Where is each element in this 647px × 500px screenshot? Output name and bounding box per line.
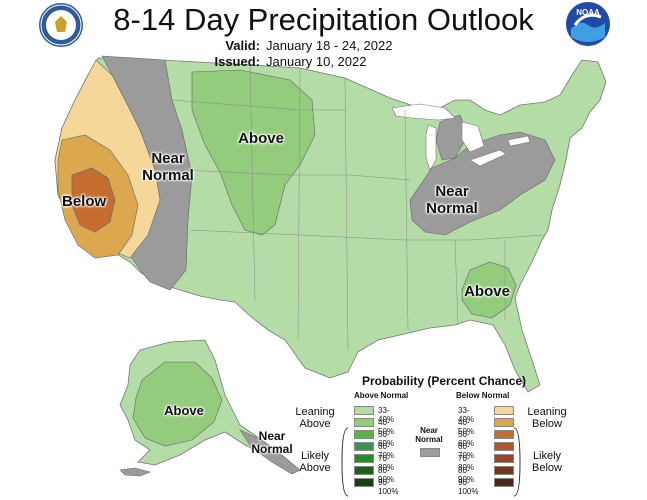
legend-below-range: 50-60% — [458, 430, 475, 448]
legend-above-swatch — [354, 406, 374, 415]
legend-above-range: 60-70% — [378, 442, 395, 460]
lake-erie — [469, 149, 507, 167]
legend-above-header: Above Normal — [354, 391, 409, 400]
midwest-near-normal — [409, 131, 556, 236]
legend-below-swatch — [494, 430, 514, 439]
legend-below-range: 40-50% — [458, 418, 475, 436]
label-above-alaska: Above — [164, 403, 204, 418]
legend-above-range: 50-60% — [378, 430, 395, 448]
legend-above-range: 40-50% — [378, 418, 395, 436]
legend-below-swatch — [494, 466, 514, 475]
legend-below-range: 90-100% — [458, 478, 479, 496]
legend-below-swatch — [494, 406, 514, 415]
legend-above-swatch — [354, 454, 374, 463]
label-above-southeast: Above — [464, 283, 510, 300]
lake-michigan — [425, 124, 437, 171]
legend-above-swatch — [354, 466, 374, 475]
legend-below-range: 33-40% — [458, 406, 475, 424]
legend-above-swatch — [354, 418, 374, 427]
state-boundaries — [171, 63, 546, 351]
alaska-panhandle-near-normal — [239, 429, 301, 475]
label-near-normal-midwest: Near Normal — [426, 183, 478, 217]
legend-likely-above-bracket — [341, 427, 349, 497]
legend: Probability (Percent Chance) Above Norma… — [288, 374, 646, 500]
southeast-above-40-50 — [461, 261, 517, 319]
label-near-normal-west: Near Normal — [142, 150, 194, 184]
svg-text:NOAA: NOAA — [576, 8, 600, 17]
legend-above-swatch — [354, 478, 374, 487]
legend-above-range: 70-80% — [378, 454, 395, 472]
legend-above-range: 33-40% — [378, 406, 395, 424]
legend-below-range: 80-90% — [458, 466, 475, 484]
legend-above-range: 90-100% — [378, 478, 399, 496]
valid-line: Valid: January 18 - 24, 2022 — [198, 38, 392, 54]
north-above-40-50 — [191, 69, 316, 236]
alaska-above-40-50 — [132, 361, 223, 447]
legend-near-label: Near Normal — [415, 426, 443, 444]
lake-ontario — [507, 135, 531, 147]
lake-superior — [391, 103, 456, 121]
valid-value: January 18 - 24, 2022 — [266, 38, 393, 53]
legend-title: Probability (Percent Chance) — [362, 374, 527, 388]
page-title: 8-14 Day Precipitation Outlook — [113, 2, 534, 37]
legend-below-range: 60-70% — [458, 442, 475, 460]
lake-huron — [461, 121, 485, 153]
west-below-50-60 — [71, 167, 116, 233]
legend-below-range: 70-80% — [458, 454, 475, 472]
legend-below-swatch — [494, 418, 514, 427]
noaa-logo: NOAA — [565, 1, 611, 52]
legend-above-range: 80-90% — [378, 466, 395, 484]
issued-value: January 10, 2022 — [266, 54, 367, 69]
legend-below-header: Below Normal — [456, 391, 510, 400]
issued-line: Issued: January 10, 2022 — [198, 54, 366, 70]
label-below-west: Below — [62, 193, 107, 210]
legend-likely-above: Likely Above — [299, 450, 331, 474]
legend-near-swatch — [420, 448, 440, 457]
legend-above-swatch — [354, 442, 374, 451]
aleutians-near-normal — [119, 467, 151, 477]
legend-likely-below: Likely Below — [532, 450, 562, 474]
label-above-north: Above — [238, 130, 284, 147]
legend-below-swatch — [494, 478, 514, 487]
issued-label: Issued: — [214, 54, 260, 69]
legend-leaning-below: Leaning Below — [527, 406, 567, 430]
valid-label: Valid: — [225, 38, 260, 53]
label-near-normal-alaska: Near Normal — [251, 429, 293, 456]
legend-above-swatch — [354, 430, 374, 439]
legend-below-swatch — [494, 454, 514, 463]
commerce-seal-logo — [38, 2, 84, 53]
legend-below-swatch — [494, 442, 514, 451]
legend-leaning-above: Leaning Above — [295, 406, 335, 430]
legend-likely-below-bracket — [513, 427, 521, 497]
